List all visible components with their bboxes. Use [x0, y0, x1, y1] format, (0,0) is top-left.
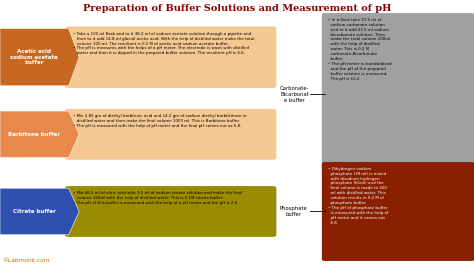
Text: • Mix 2.85 gm of diethyl barbituric acid and 14.2 gm of sodium diethyl barbittit: • Mix 2.85 gm of diethyl barbituric acid…: [73, 114, 246, 128]
Text: Preparation of Buffer Solutions and Measurement of pH: Preparation of Buffer Solutions and Meas…: [83, 4, 391, 13]
Text: Phosphate
buffer: Phosphate buffer: [280, 206, 308, 217]
FancyBboxPatch shape: [322, 162, 474, 261]
Text: • Take a 100 ml flask and to it 36.2 ml of sodium acetate solution through a pip: • Take a 100 ml flask and to it 36.2 ml …: [73, 32, 254, 55]
Text: • Mix 46.5 ml of citric acid with 3.5 ml of sodium citrate solution and make the: • Mix 46.5 ml of citric acid with 3.5 ml…: [73, 192, 242, 205]
Polygon shape: [0, 111, 79, 157]
Text: ©Labmonk.com: ©Labmonk.com: [2, 258, 50, 263]
Polygon shape: [0, 28, 79, 86]
Text: • Dihydrogen sodium
  phosphate (39 ml) is mixed
  with disodium hydrogen
  phos: • Dihydrogen sodium phosphate (39 ml) is…: [328, 167, 388, 225]
FancyBboxPatch shape: [322, 13, 474, 176]
FancyBboxPatch shape: [65, 27, 276, 88]
Text: • In a flask take 27.5 ml of
  sodium carbonate solution
  and to it add 22.5 ml: • In a flask take 27.5 ml of sodium carb…: [328, 18, 392, 81]
Polygon shape: [0, 188, 79, 235]
Text: Barbitone buffer: Barbitone buffer: [9, 132, 60, 137]
FancyBboxPatch shape: [65, 186, 276, 237]
Text: Carbonate-
Bicarbonat
e buffer: Carbonate- Bicarbonat e buffer: [280, 86, 309, 103]
Text: Citrate buffer: Citrate buffer: [13, 209, 56, 214]
Text: Acetic acid
sodium acetate
buffer: Acetic acid sodium acetate buffer: [10, 49, 58, 65]
FancyBboxPatch shape: [65, 109, 276, 160]
